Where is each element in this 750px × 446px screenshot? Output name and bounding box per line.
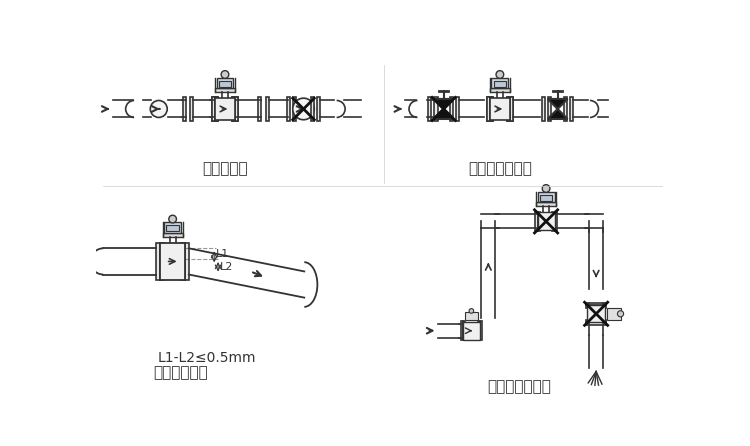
- Bar: [215, 88, 235, 92]
- Text: L2: L2: [220, 262, 233, 272]
- Bar: [587, 306, 605, 322]
- Bar: [608, 308, 621, 320]
- Text: 控制閥前的安裝: 控制閥前的安裝: [468, 161, 532, 177]
- Text: L1-L2≤0.5mm: L1-L2≤0.5mm: [158, 351, 256, 365]
- Text: 彎曲管道上安裝: 彎曲管道上安裝: [488, 379, 551, 394]
- Bar: [494, 81, 506, 87]
- Polygon shape: [433, 109, 454, 119]
- Bar: [480, 321, 482, 340]
- Bar: [465, 313, 478, 320]
- Bar: [219, 81, 231, 87]
- Bar: [510, 97, 513, 121]
- Bar: [490, 97, 493, 121]
- Bar: [463, 322, 480, 340]
- Bar: [185, 243, 189, 280]
- Bar: [450, 97, 453, 121]
- Bar: [540, 194, 552, 201]
- Bar: [490, 99, 510, 120]
- Bar: [183, 97, 186, 121]
- Bar: [181, 243, 185, 280]
- Bar: [463, 321, 465, 340]
- Text: 泵后的安裝: 泵后的安裝: [202, 161, 248, 177]
- Bar: [317, 97, 320, 121]
- Circle shape: [542, 185, 550, 192]
- Bar: [538, 192, 554, 202]
- Bar: [235, 97, 238, 121]
- Bar: [258, 97, 261, 121]
- Bar: [311, 97, 314, 121]
- Bar: [586, 320, 606, 322]
- Bar: [552, 212, 554, 231]
- Bar: [536, 212, 538, 231]
- Bar: [235, 97, 238, 121]
- Bar: [215, 99, 235, 120]
- Bar: [507, 97, 510, 121]
- Bar: [570, 97, 573, 121]
- Text: L1: L1: [216, 249, 229, 260]
- Bar: [160, 243, 185, 280]
- Bar: [160, 243, 164, 280]
- Bar: [215, 97, 218, 121]
- Bar: [491, 78, 508, 88]
- Bar: [510, 97, 513, 121]
- Circle shape: [469, 309, 474, 313]
- Bar: [538, 212, 540, 231]
- Bar: [163, 233, 183, 237]
- Circle shape: [169, 215, 176, 223]
- Bar: [266, 97, 268, 121]
- Circle shape: [617, 311, 623, 317]
- Bar: [554, 212, 556, 231]
- Bar: [215, 97, 218, 121]
- Circle shape: [496, 70, 504, 78]
- Bar: [292, 97, 296, 121]
- Bar: [456, 97, 459, 121]
- Bar: [212, 97, 215, 121]
- Bar: [490, 97, 493, 121]
- Bar: [190, 97, 194, 121]
- Bar: [586, 306, 606, 308]
- Bar: [217, 78, 233, 88]
- Text: 法蘭連接偏差: 法蘭連接偏差: [153, 366, 208, 380]
- Polygon shape: [433, 99, 454, 109]
- Bar: [428, 97, 431, 121]
- Bar: [166, 225, 178, 231]
- Bar: [232, 97, 235, 121]
- Bar: [536, 202, 556, 206]
- Bar: [507, 97, 510, 121]
- Circle shape: [221, 70, 229, 78]
- Bar: [478, 321, 480, 340]
- Polygon shape: [548, 109, 568, 119]
- Bar: [548, 97, 551, 121]
- Bar: [460, 321, 463, 340]
- Circle shape: [150, 100, 167, 117]
- Circle shape: [292, 98, 314, 120]
- Polygon shape: [548, 99, 568, 109]
- Bar: [157, 243, 160, 280]
- Bar: [487, 97, 490, 121]
- Bar: [564, 97, 567, 121]
- Bar: [212, 97, 215, 121]
- Bar: [232, 97, 235, 121]
- Bar: [434, 97, 437, 121]
- Bar: [586, 322, 606, 325]
- Bar: [164, 222, 181, 233]
- Bar: [586, 303, 606, 306]
- Bar: [286, 97, 290, 121]
- Bar: [487, 97, 490, 121]
- Bar: [490, 88, 510, 92]
- Bar: [538, 212, 554, 231]
- Bar: [542, 97, 545, 121]
